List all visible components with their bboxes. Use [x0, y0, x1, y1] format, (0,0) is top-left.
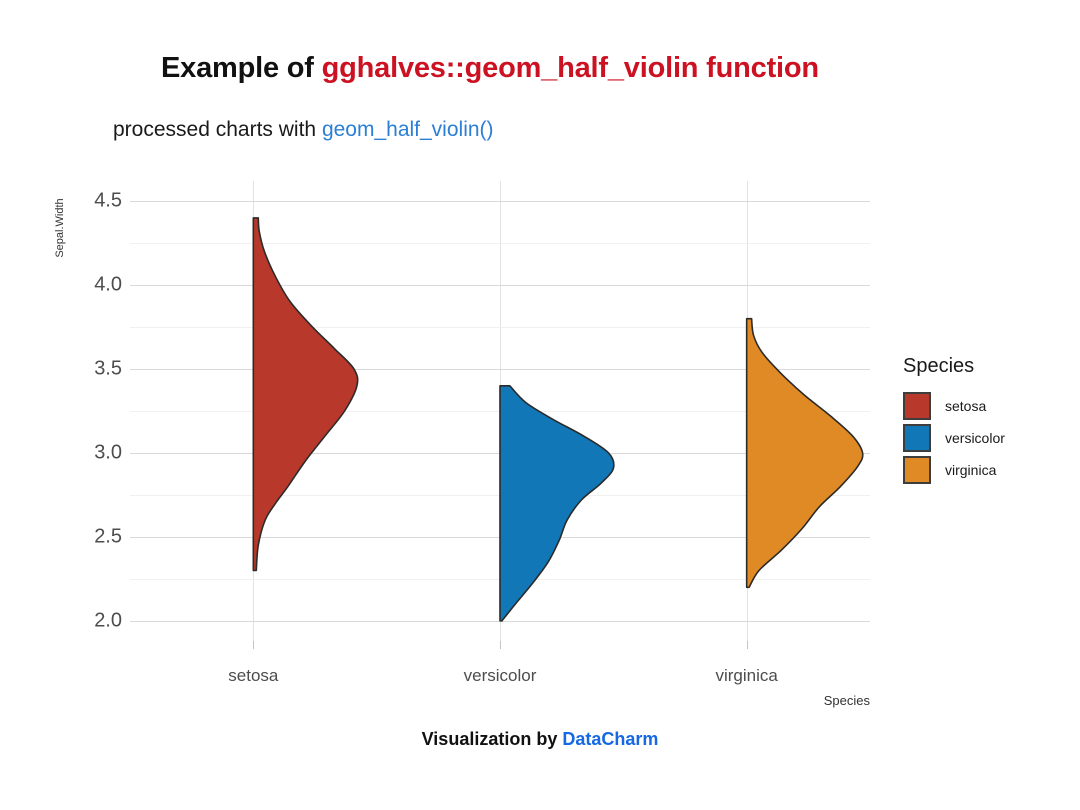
gridline-minor [130, 327, 870, 329]
x-tick-label: virginica [715, 666, 778, 685]
violin-shapes [252, 217, 864, 622]
gridline-major [130, 201, 870, 203]
y-axis-title: Sepal.Width [54, 198, 66, 258]
violin-versicolor [499, 385, 615, 622]
legend-items: setosa versicolor virginica [903, 390, 1005, 486]
y-tick-label: 4.0 [94, 273, 122, 296]
chart-title-function: gghalves::geom_half_violin function [321, 52, 820, 84]
chart-title: Example of gghalves::geom_half_violin fu… [0, 52, 980, 85]
x-tick-mark [746, 641, 748, 649]
caption-prefix: Visualization by [421, 729, 563, 749]
violin-setosa [252, 217, 359, 572]
y-tick-label: 4.5 [94, 189, 122, 212]
legend-item-setosa[interactable]: setosa [903, 390, 1005, 422]
y-tick-label: 2.5 [94, 525, 122, 548]
x-axis-title: Species [823, 693, 870, 708]
caption-brand: DataCharm [562, 729, 659, 749]
gridline-minor [130, 243, 870, 245]
legend-swatch-setosa [903, 392, 931, 420]
legend-title: Species [903, 355, 975, 377]
x-tick-label: setosa [228, 666, 279, 685]
legend: Species setosa versicolor virginica [903, 355, 1005, 486]
gridline-major [130, 369, 870, 371]
chart-caption: Visualization by DataCharm [0, 729, 1080, 750]
x-tick-mark [253, 641, 255, 649]
y-tick-label: 3.0 [94, 441, 122, 464]
legend-label: setosa [945, 398, 987, 414]
chart-subtitle: processed charts with geom_half_violin() [113, 118, 494, 142]
chart-subtitle-code: geom_half_violin() [321, 118, 494, 141]
legend-label: versicolor [945, 430, 1005, 446]
y-axis-ticks: 2.0 2.5 3.0 3.5 4.0 4.5 [72, 181, 122, 641]
y-tick-label: 3.5 [94, 357, 122, 380]
legend-label: virginica [945, 462, 997, 478]
plot-panel [130, 181, 870, 641]
legend-item-versicolor[interactable]: versicolor [903, 422, 1005, 454]
violin-virginica [745, 317, 864, 589]
legend-swatch-versicolor [903, 424, 931, 452]
x-tick-mark [500, 641, 501, 649]
gridline-major [130, 285, 870, 287]
legend-item-virginica[interactable]: virginica [903, 454, 1005, 486]
chart-subtitle-prefix: processed charts with [113, 118, 322, 141]
x-tick-label: versicolor [463, 666, 537, 685]
chart-title-prefix: Example of [161, 52, 322, 84]
legend-swatch-virginica [903, 456, 931, 484]
y-tick-label: 2.0 [94, 609, 122, 632]
